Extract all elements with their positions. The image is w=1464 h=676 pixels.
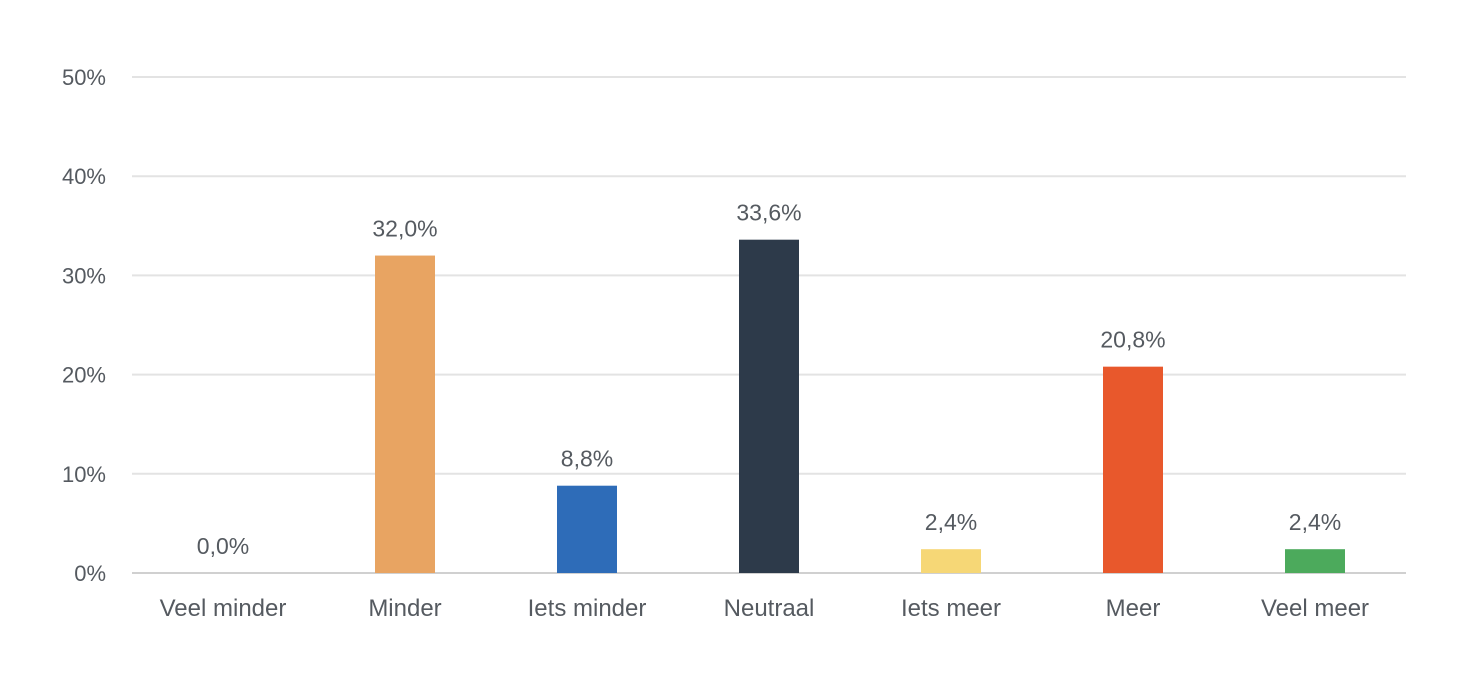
x-axis-categories: Veel minder Minder Iets minder Neutraal Iets… xyxy=(160,595,1369,622)
bar-meer xyxy=(1103,366,1163,573)
category-label: Minder xyxy=(368,595,441,622)
y-tick-label: 10% xyxy=(62,462,106,487)
data-labels: 0,0% 32,0% 8,8% 33,6% 2,4% 20,8% 2,4% xyxy=(197,200,1341,559)
category-label: Veel meer xyxy=(1261,595,1369,622)
category-label: Veel minder xyxy=(160,595,287,622)
category-label: Iets minder xyxy=(528,595,647,622)
data-label: 8,8% xyxy=(561,446,613,472)
data-label: 2,4% xyxy=(1289,509,1341,535)
bars xyxy=(375,239,1345,574)
bar-veel-meer xyxy=(1285,549,1345,573)
data-label: 20,8% xyxy=(1100,327,1165,353)
bar-iets-meer xyxy=(921,549,981,573)
data-label: 2,4% xyxy=(925,509,977,535)
y-tick-label: 50% xyxy=(62,65,106,90)
y-axis-ticks: 0% 10% 20% 30% 40% 50% xyxy=(62,65,106,586)
bar-iets-minder xyxy=(557,485,617,573)
category-label: Meer xyxy=(1106,595,1161,622)
bar-minder xyxy=(375,255,435,573)
y-tick-label: 30% xyxy=(62,263,106,288)
data-label: 32,0% xyxy=(372,216,437,242)
bar-neutraal xyxy=(739,239,799,574)
data-label: 0,0% xyxy=(197,533,249,559)
y-tick-label: 20% xyxy=(62,363,106,388)
category-label: Neutraal xyxy=(724,595,815,622)
category-label: Iets meer xyxy=(901,595,1001,622)
y-tick-label: 40% xyxy=(62,164,106,189)
y-tick-label: 0% xyxy=(74,561,106,586)
data-label: 33,6% xyxy=(736,200,801,226)
